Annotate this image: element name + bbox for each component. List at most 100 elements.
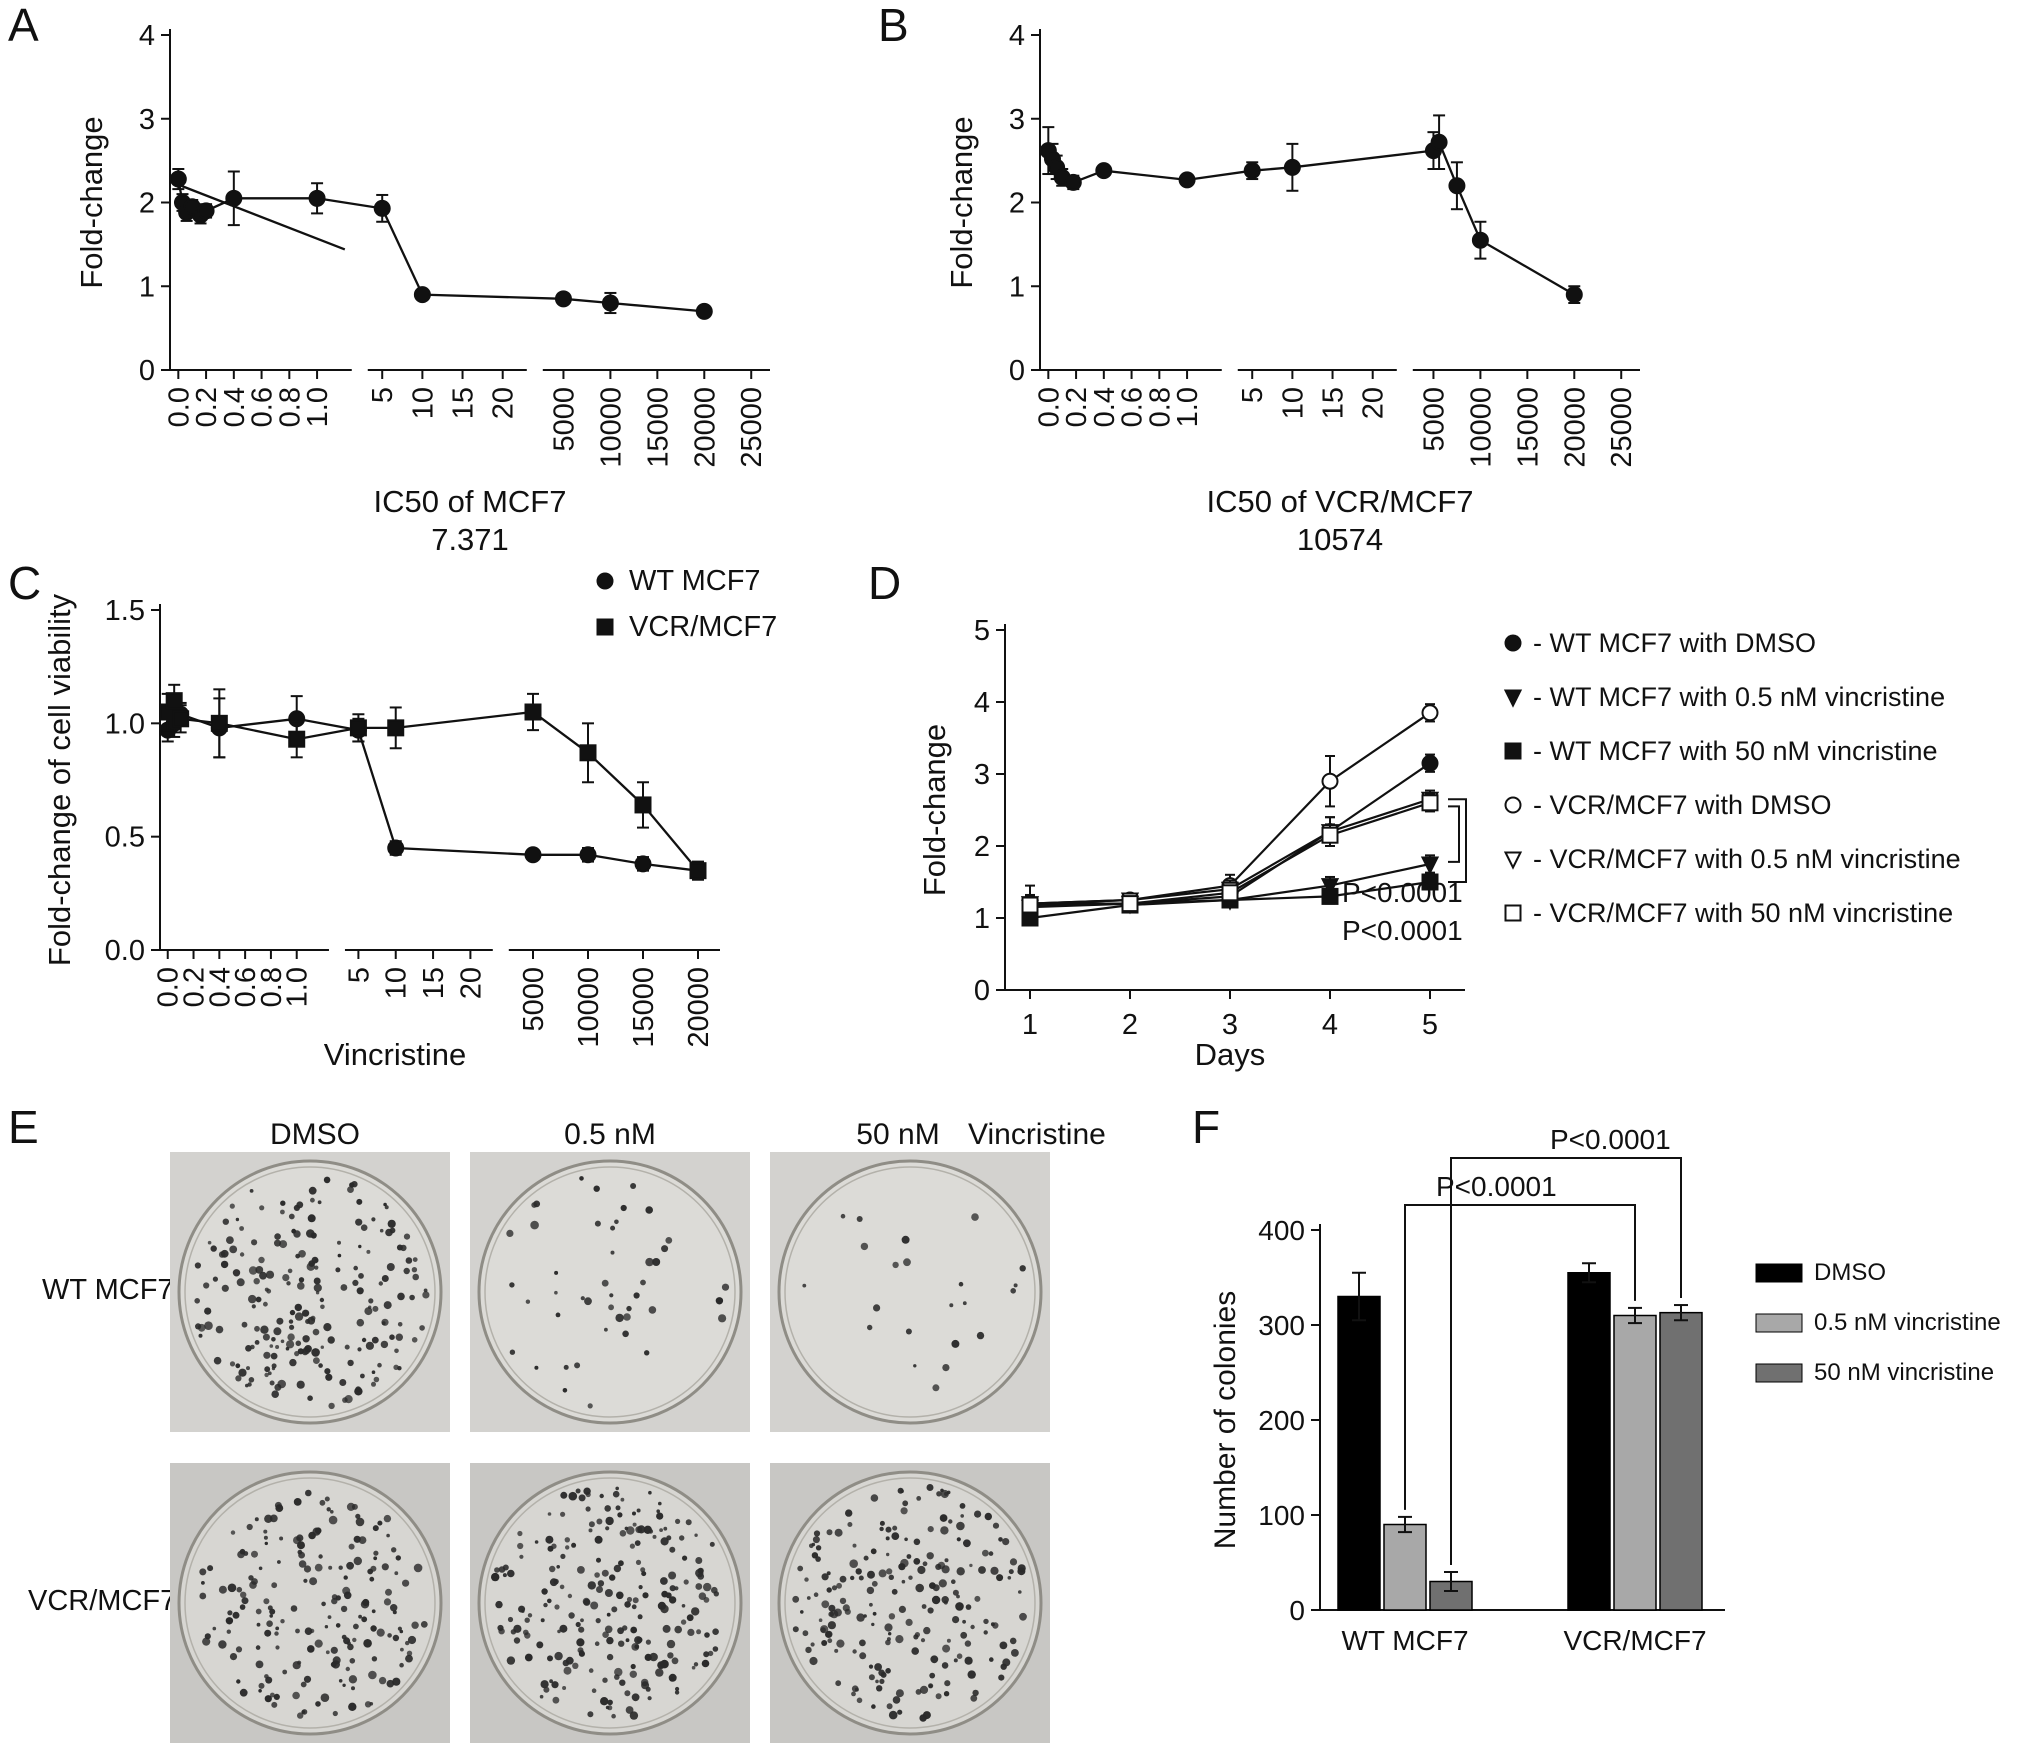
- svg-text:20000: 20000: [689, 387, 721, 468]
- series-5: [1021, 793, 1439, 914]
- svg-text:10: 10: [407, 387, 439, 419]
- svg-text:5000: 5000: [518, 967, 550, 1032]
- series-0: [169, 168, 713, 320]
- column-header-50nm: 50 nM: [856, 1118, 940, 1151]
- svg-text:0.0: 0.0: [153, 967, 185, 1007]
- svg-text:0.4: 0.4: [1089, 387, 1121, 427]
- series-0: [1039, 114, 1583, 304]
- axes: 0 1 2 3 4 0.00.20.40.60.81.0 5 10 15 20 5000 10000 1…: [944, 20, 1640, 557]
- svg-text:20: 20: [488, 387, 520, 419]
- row-label-wt-mcf7: WT MCF7: [42, 1274, 174, 1306]
- svg-text:0: 0: [1009, 355, 1025, 387]
- svg-text:4: 4: [974, 687, 990, 719]
- panel-e-letter: E: [8, 1101, 39, 1153]
- svg-text:VCR/MCF7: VCR/MCF7: [629, 611, 777, 643]
- svg-text:5: 5: [974, 615, 990, 647]
- svg-text:0: 0: [974, 975, 990, 1007]
- dish-row0-col0: [170, 1152, 450, 1432]
- svg-text:- WT MCF7 with 0.5 nM vincrist: - WT MCF7 with 0.5 nM vincristine: [1533, 682, 1945, 712]
- svg-text:0.6: 0.6: [230, 967, 262, 1007]
- dish-row0-col2: [770, 1152, 1050, 1432]
- legend: WT MCF7 VCR/MCF7: [596, 565, 777, 643]
- svg-text:5000: 5000: [1418, 387, 1450, 452]
- panel-f-chart: 0 100 200 300 400 Number of colonies WT MCF7 VC…: [1180, 1100, 2032, 1746]
- svg-text:- WT MCF7 with DMSO: - WT MCF7 with DMSO: [1533, 628, 1816, 658]
- svg-text:15000: 15000: [1512, 387, 1544, 468]
- svg-text:VCR/MCF7: VCR/MCF7: [1563, 1625, 1706, 1656]
- svg-text:3: 3: [974, 759, 990, 791]
- svg-text:2: 2: [1009, 188, 1025, 220]
- svg-text:10000: 10000: [573, 967, 605, 1048]
- svg-text:P<0.0001: P<0.0001: [1436, 1171, 1557, 1202]
- axes: 0.00.51.01.50.00.20.40.60.81.0 5 10 15 20 500…: [42, 593, 720, 1072]
- colony-assay-grid: [170, 1152, 1050, 1746]
- panel-a-plot: 0 1 2 3 4 0.00.20.40.60.81.0 5 10 15 20 5000 10000 1…: [74, 20, 770, 557]
- svg-text:15: 15: [418, 967, 450, 999]
- svg-text:WT MCF7: WT MCF7: [1341, 1625, 1468, 1656]
- svg-text:0.6: 0.6: [247, 387, 279, 427]
- svg-text:WT MCF7: WT MCF7: [629, 565, 761, 597]
- panel-b-plot: 0 1 2 3 4 0.00.20.40.60.81.0 5 10 15 20 5000 10000 1…: [944, 20, 1640, 557]
- bar-series-2: [1429, 1304, 1703, 1611]
- svg-text:Number of colonies: Number of colonies: [1209, 1291, 1242, 1549]
- svg-text:100: 100: [1258, 1500, 1305, 1531]
- svg-text:1.5: 1.5: [105, 595, 145, 627]
- svg-text:4: 4: [1009, 20, 1025, 52]
- svg-text:7.371: 7.371: [431, 522, 509, 557]
- svg-text:3: 3: [139, 104, 155, 136]
- panel-b-letter: B: [878, 0, 909, 51]
- svg-text:200: 200: [1258, 1405, 1305, 1436]
- svg-text:15: 15: [1318, 387, 1350, 419]
- svg-text:5: 5: [1422, 1009, 1438, 1041]
- svg-text:10000: 10000: [595, 387, 627, 468]
- svg-text:15: 15: [448, 387, 480, 419]
- svg-text:10: 10: [381, 967, 413, 999]
- svg-text:10: 10: [1277, 387, 1309, 419]
- svg-text:0.6: 0.6: [1117, 387, 1149, 427]
- svg-text:15000: 15000: [642, 387, 674, 468]
- panel-c-chart: 0.0 0.5 1.0 1.5 0.0 0.2 0.4 0.6 0.8 1.0 5 10 15 20 500…: [30, 560, 930, 1105]
- dish-row1-col0: [170, 1463, 450, 1743]
- panel-f-plot: 0 100 200 300 400 Number of colonies WT MCF7 VC…: [1209, 1124, 2001, 1656]
- dish-row1-col1: [470, 1463, 750, 1743]
- axes: 0 1 2 3 4 0.00.20.40.60.81.0 5 10 15 20 5000 10000 1…: [74, 20, 770, 557]
- svg-text:Fold-change: Fold-change: [944, 116, 979, 288]
- svg-text:Vincristine: Vincristine: [324, 1037, 466, 1072]
- svg-text:0.5 nM vincristine: 0.5 nM vincristine: [1814, 1309, 2001, 1336]
- series-1: [159, 683, 707, 881]
- svg-text:4: 4: [139, 20, 155, 52]
- bar-series-0: [1337, 1262, 1611, 1611]
- svg-text:1.0: 1.0: [282, 967, 314, 1007]
- svg-text:25000: 25000: [736, 387, 768, 468]
- svg-text:10000: 10000: [1465, 387, 1497, 468]
- svg-text:0.2: 0.2: [179, 967, 211, 1007]
- column-header-vincristine: Vincristine: [968, 1118, 1106, 1151]
- svg-text:IC50 of MCF7: IC50 of MCF7: [374, 484, 567, 519]
- column-header-0-5nm: 0.5 nM: [564, 1118, 656, 1151]
- svg-text:- VCR/MCF7 with 0.5 nM vincris: - VCR/MCF7 with 0.5 nM vincristine: [1533, 844, 1961, 874]
- svg-text:1: 1: [974, 903, 990, 935]
- svg-text:Fold-change of cell viability: Fold-change of cell viability: [42, 593, 77, 966]
- panel-c-letter: C: [8, 557, 42, 609]
- row-label-vcr-mcf7: VCR/MCF7: [28, 1585, 177, 1617]
- svg-text:25000: 25000: [1606, 387, 1638, 468]
- panel-c-plot: 0.00.51.01.50.00.20.40.60.81.0 5 10 15 20 500…: [42, 565, 777, 1072]
- svg-text:IC50 of VCR/MCF7: IC50 of VCR/MCF7: [1206, 484, 1473, 519]
- svg-text:2: 2: [139, 188, 155, 220]
- svg-text:1.0: 1.0: [1172, 387, 1204, 427]
- svg-text:0.4: 0.4: [204, 967, 236, 1007]
- svg-text:3: 3: [1222, 1009, 1238, 1041]
- svg-text:- VCR/MCF7 with 50 nM vincrist: - VCR/MCF7 with 50 nM vincristine: [1533, 898, 1953, 928]
- svg-text:1: 1: [1009, 271, 1025, 303]
- svg-text:400: 400: [1258, 1215, 1305, 1246]
- svg-text:1.0: 1.0: [105, 708, 145, 740]
- dish-row0-col1: [470, 1152, 750, 1432]
- svg-text:0.5: 0.5: [105, 822, 145, 854]
- svg-text:20: 20: [1358, 387, 1390, 419]
- svg-text:P<0.0001: P<0.0001: [1342, 915, 1463, 946]
- panel-d-chart: 0 1 2 3 4 5 1 2 3 4 5 Fold-change Days - WT MCF7 with…: [910, 560, 2032, 1105]
- svg-text:5000: 5000: [548, 387, 580, 452]
- svg-text:Fold-change: Fold-change: [917, 724, 952, 896]
- svg-text:P<0.0001: P<0.0001: [1550, 1124, 1671, 1155]
